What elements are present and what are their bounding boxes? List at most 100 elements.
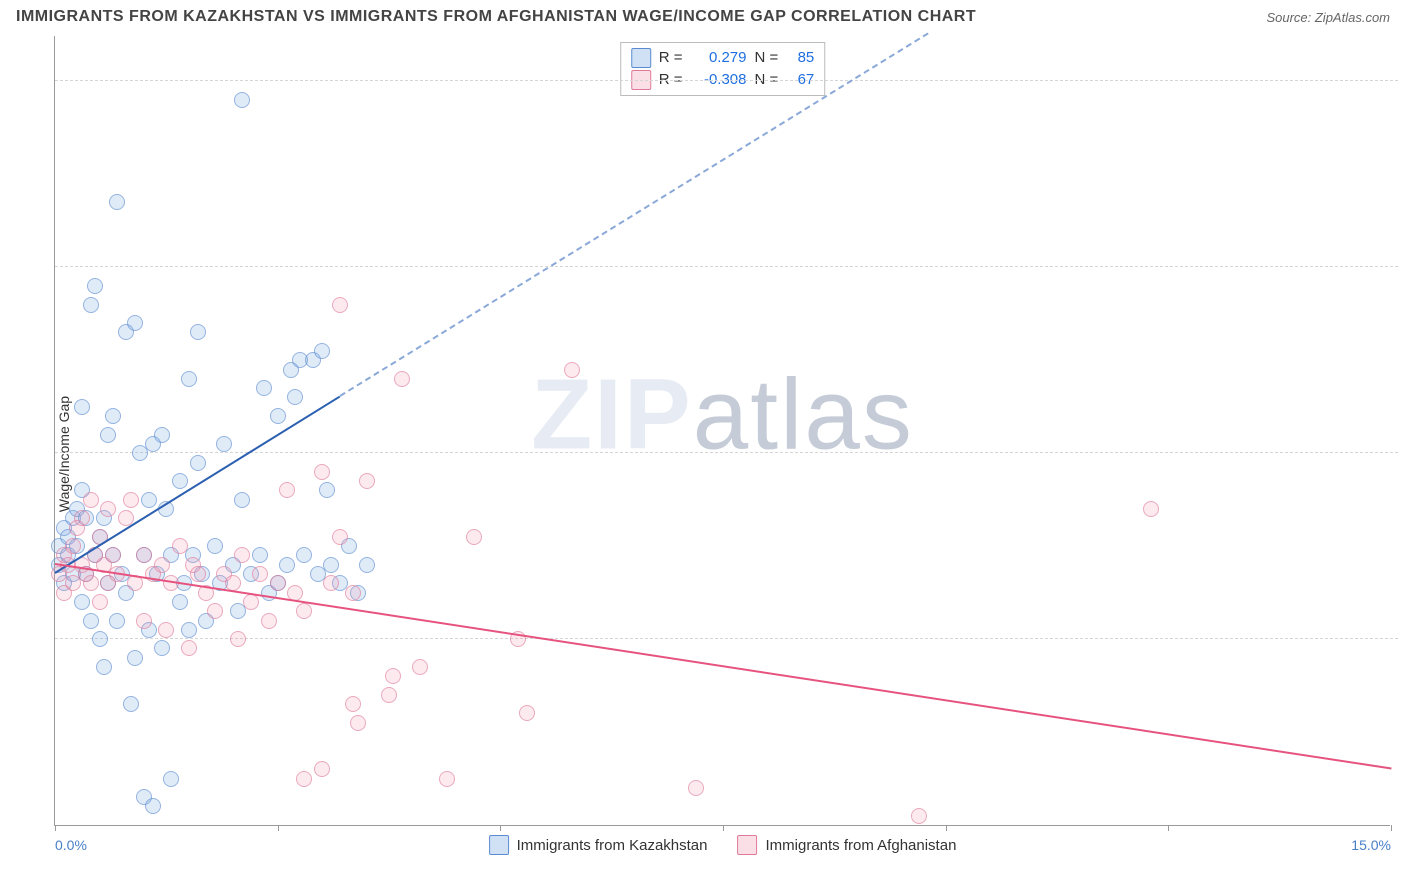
scatter-point-a (234, 492, 250, 508)
scatter-point-a (109, 613, 125, 629)
r-value-a: 0.279 (691, 47, 747, 69)
scatter-point-a (270, 408, 286, 424)
scatter-point-b (314, 464, 330, 480)
scatter-point-a (154, 640, 170, 656)
scatter-point-b (181, 640, 197, 656)
scatter-point-b (279, 482, 295, 498)
scatter-point-b (252, 566, 268, 582)
scatter-point-b (359, 473, 375, 489)
scatter-point-a (141, 492, 157, 508)
ytick-label: 60.0% (1398, 243, 1406, 259)
xtick-label: 0.0% (55, 837, 87, 853)
scatter-point-b (83, 492, 99, 508)
scatter-point-b (92, 594, 108, 610)
scatter-point-b (911, 808, 927, 824)
scatter-point-a (83, 613, 99, 629)
xtick (723, 825, 724, 831)
scatter-point-a (74, 399, 90, 415)
scatter-point-a (87, 278, 103, 294)
trend-line (54, 396, 340, 574)
scatter-point-b (345, 585, 361, 601)
scatter-point-b (190, 566, 206, 582)
scatter-point-b (123, 492, 139, 508)
scatter-point-b (172, 538, 188, 554)
xtick (1391, 825, 1392, 831)
chart-title: IMMIGRANTS FROM KAZAKHSTAN VS IMMIGRANTS… (16, 8, 976, 26)
scatter-point-a (279, 557, 295, 573)
xtick (946, 825, 947, 831)
gridline-h (55, 638, 1398, 639)
scatter-point-a (154, 427, 170, 443)
scatter-point-b (466, 529, 482, 545)
scatter-point-a (123, 696, 139, 712)
scatter-point-b (381, 687, 397, 703)
scatter-point-a (127, 650, 143, 666)
legend-item-a: Immigrants from Kazakhstan (489, 835, 708, 855)
stats-legend: R = 0.279 N = 85 R = -0.308 N = 67 (620, 42, 826, 96)
scatter-point-a (172, 594, 188, 610)
scatter-point-b (412, 659, 428, 675)
scatter-point-b (688, 780, 704, 796)
scatter-point-b (74, 510, 90, 526)
xtick-label: 15.0% (1351, 837, 1391, 853)
scatter-point-a (96, 659, 112, 675)
scatter-point-a (190, 455, 206, 471)
scatter-point-b (1143, 501, 1159, 517)
swatch-kazakhstan (631, 48, 651, 68)
scatter-point-a (100, 427, 116, 443)
scatter-point-b (65, 538, 81, 554)
scatter-point-b (394, 371, 410, 387)
legend-swatch-b (737, 835, 757, 855)
scatter-point-b (230, 631, 246, 647)
scatter-point-a (252, 547, 268, 563)
scatter-point-b (439, 771, 455, 787)
r-label-a: R = (659, 47, 683, 69)
scatter-point-a (296, 547, 312, 563)
source-label: Source: ZipAtlas.com (1266, 10, 1390, 25)
watermark-light: atlas (693, 358, 914, 470)
scatter-point-b (332, 529, 348, 545)
scatter-point-a (359, 557, 375, 573)
scatter-point-a (74, 594, 90, 610)
scatter-point-b (83, 575, 99, 591)
scatter-point-b (296, 771, 312, 787)
scatter-point-b (564, 362, 580, 378)
scatter-point-b (296, 603, 312, 619)
watermark-bold: ZIP (531, 358, 693, 470)
scatter-point-b (243, 594, 259, 610)
scatter-point-b (100, 501, 116, 517)
ytick-label: 80.0% (1398, 57, 1406, 73)
scatter-point-a (283, 362, 299, 378)
scatter-point-a (105, 408, 121, 424)
scatter-point-a (256, 380, 272, 396)
scatter-point-b (323, 575, 339, 591)
ytick-label: 20.0% (1398, 615, 1406, 631)
scatter-point-a (234, 92, 250, 108)
scatter-point-b (234, 547, 250, 563)
scatter-point-b (345, 696, 361, 712)
scatter-point-b (332, 297, 348, 313)
scatter-point-b (154, 557, 170, 573)
scatter-point-a (319, 482, 335, 498)
ytick-label: 40.0% (1398, 429, 1406, 445)
scatter-point-b (136, 547, 152, 563)
scatter-point-a (172, 473, 188, 489)
scatter-point-b (207, 603, 223, 619)
scatter-point-b (385, 668, 401, 684)
xtick (500, 825, 501, 831)
scatter-point-a (181, 371, 197, 387)
scatter-point-a (314, 343, 330, 359)
scatter-point-a (109, 194, 125, 210)
xtick (55, 825, 56, 831)
stats-row-a: R = 0.279 N = 85 (631, 47, 815, 69)
xtick (1168, 825, 1169, 831)
legend-label-a: Immigrants from Kazakhstan (517, 837, 708, 854)
watermark: ZIPatlas (531, 357, 914, 472)
scatter-point-b (261, 613, 277, 629)
scatter-point-a (127, 315, 143, 331)
gridline-h (55, 266, 1398, 267)
chart-container: Wage/Income Gap ZIPatlas R = 0.279 N = 8… (0, 28, 1406, 880)
scatter-point-a (323, 557, 339, 573)
scatter-point-b (350, 715, 366, 731)
scatter-point-a (216, 436, 232, 452)
